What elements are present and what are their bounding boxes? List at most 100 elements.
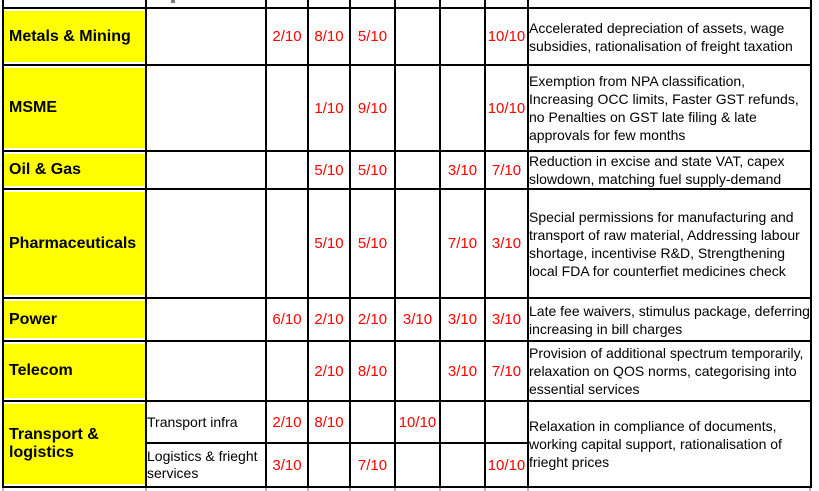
- measures-cell: Accelerated depreciation of assets, wage…: [527, 7, 812, 66]
- header-cell-r5: [439, 0, 486, 9]
- gridline-stub: [809, 488, 811, 491]
- table-row-transport-infra: Transport & logistics Transport infra 2/…: [2, 400, 812, 488]
- rating-cell: 10/10: [484, 64, 529, 152]
- rating-cell: 3/10: [439, 340, 486, 402]
- rating-cell: 7/10: [349, 442, 396, 488]
- rating-cell: [484, 400, 529, 444]
- rating-cell: [394, 188, 441, 299]
- rating-cell: 5/10: [349, 150, 396, 190]
- segment-cell-logistics-frieght: Logistics & frieght services: [145, 442, 267, 488]
- header-cell-sector: [2, 0, 147, 9]
- measures-cell: Relaxation in compliance of documents, w…: [527, 400, 812, 488]
- segment-cell: [145, 340, 267, 402]
- rating-cell: 10/10: [484, 442, 529, 488]
- rating-cell: [394, 442, 441, 488]
- rating-cell: [394, 64, 441, 152]
- rating-cell: [265, 64, 309, 152]
- table-row-oil-gas: Oil & Gas 5/10 5/10 3/10 7/10 Reduction …: [2, 150, 812, 190]
- rating-cell: 3/10: [439, 297, 486, 342]
- sector-cell-oil-gas: Oil & Gas: [2, 150, 147, 190]
- header-cell-segment: [145, 0, 267, 9]
- rating-cell: 5/10: [349, 7, 396, 66]
- rating-cell: 3/10: [265, 442, 309, 488]
- gridline-stub: [439, 488, 441, 491]
- rating-cell: [439, 400, 486, 444]
- segment-cell: [145, 150, 267, 190]
- header-cell-r4: [394, 0, 441, 9]
- measures-cell: Reduction in excise and state VAT, capex…: [527, 150, 812, 190]
- sector-label: MSME: [9, 99, 57, 116]
- rating-cell: 3/10: [484, 188, 529, 299]
- rating-cell: 10/10: [394, 400, 441, 444]
- rating-cell: 6/10: [265, 297, 309, 342]
- rating-cell: [394, 7, 441, 66]
- header-cell-r6: [484, 0, 529, 9]
- rating-cell: [307, 442, 351, 488]
- sector-label: Transport & logistics: [9, 426, 99, 461]
- gridline-stub: [265, 488, 267, 491]
- sector-label: Pharmaceuticals: [9, 234, 137, 252]
- table-row-logistics-frieght: Logistics & frieght services 3/10 7/10 1…: [3, 442, 811, 488]
- rating-cell: [439, 442, 486, 488]
- gridline-stub: [349, 488, 351, 491]
- sector-label: Metals & Mining: [9, 27, 131, 45]
- sector-label: Telecom: [9, 362, 73, 379]
- rating-cell: [439, 64, 486, 152]
- segment-cell: [145, 64, 267, 152]
- header-cell-r3: [349, 0, 396, 9]
- gridline-stub: [394, 488, 396, 491]
- gridline-stub: [484, 488, 486, 491]
- rating-cell: [394, 340, 441, 402]
- rating-cell: [265, 188, 309, 299]
- table-row-msme: MSME 1/10 9/10 10/10 Exemption from NPA …: [2, 64, 812, 152]
- rating-cell: 8/10: [307, 400, 351, 444]
- rating-cell: 8/10: [349, 340, 396, 402]
- measures-cell: Exemption from NPA classification, Incre…: [527, 64, 812, 152]
- gridline-stub: [2, 488, 4, 491]
- table-row-pharmaceuticals: Pharmaceuticals 5/10 5/10 7/10 3/10 Spec…: [2, 188, 812, 299]
- header-cell-r2: [307, 0, 351, 9]
- rating-cell: [265, 340, 309, 402]
- gridline-stub: [145, 488, 147, 491]
- rating-cell: 5/10: [307, 150, 351, 190]
- segment-cell-transport-infra: Transport infra: [145, 400, 267, 444]
- rating-cell: [439, 7, 486, 66]
- sector-cell-pharmaceuticals: Pharmaceuticals: [2, 188, 147, 299]
- rating-cell: 9/10: [349, 64, 396, 152]
- sector-cell-msme: MSME: [2, 64, 147, 152]
- header-cell-measures: [527, 0, 812, 9]
- rating-cell: [349, 400, 396, 444]
- rating-cell: 8/10: [307, 7, 351, 66]
- segment-cell: [145, 7, 267, 66]
- rating-cell: 2/10: [307, 297, 351, 342]
- sector-cell-power: Power: [2, 297, 147, 342]
- rating-cell: 7/10: [439, 188, 486, 299]
- segment-cell: [145, 188, 267, 299]
- segment-cell: [145, 297, 267, 342]
- gridline-stub: [527, 488, 529, 491]
- rating-cell: 5/10: [307, 188, 351, 299]
- table-row-telecom: Telecom 2/10 8/10 3/10 7/10 Provision of…: [2, 340, 812, 402]
- table-row-power: Power 6/10 2/10 2/10 3/10 3/10 3/10 Late…: [2, 297, 812, 342]
- sector-cell-transport-logistics: Transport & logistics: [2, 400, 147, 488]
- sector-cell-metals-mining: Metals & Mining: [2, 7, 147, 66]
- sector-cell-telecom: Telecom: [2, 340, 147, 402]
- rating-cell: 7/10: [484, 150, 529, 190]
- header-cell-r1: [265, 0, 309, 9]
- sector-label: Power: [9, 310, 58, 328]
- table-header-row-partial: [2, 0, 812, 9]
- rating-cell: 3/10: [394, 297, 441, 342]
- measures-cell: Special permissions for manufacturing an…: [527, 188, 812, 299]
- sector-label: Oil & Gas: [9, 161, 82, 178]
- cropped-text-fragment: [171, 0, 175, 3]
- rating-cell: [265, 150, 309, 190]
- measures-cell: Late fee waivers, stimulus package, defe…: [527, 297, 812, 342]
- rating-cell: 2/10: [265, 7, 309, 66]
- rating-cell: 2/10: [349, 297, 396, 342]
- table-row-metals-mining: Metals & Mining 2/10 8/10 5/10 10/10 Acc…: [2, 7, 812, 66]
- gridline-stub: [307, 488, 309, 491]
- rating-cell: 7/10: [484, 340, 529, 402]
- rating-cell: 2/10: [307, 340, 351, 402]
